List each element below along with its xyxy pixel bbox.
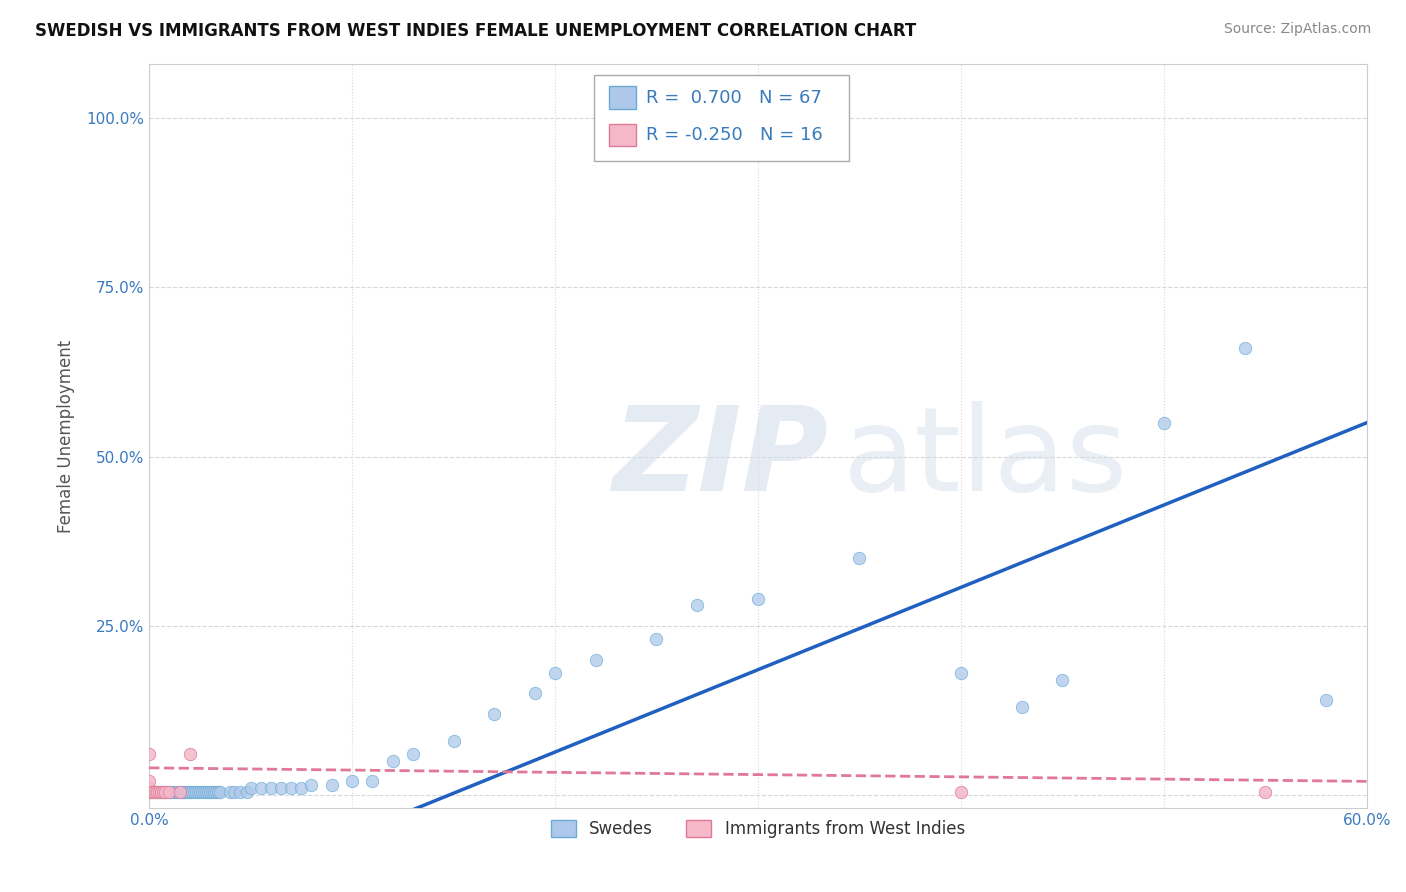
Text: Source: ZipAtlas.com: Source: ZipAtlas.com <box>1223 22 1371 37</box>
Point <box>239 781 262 796</box>
Point <box>290 781 312 796</box>
Point <box>155 784 177 798</box>
Point <box>138 747 160 762</box>
Point <box>224 784 246 798</box>
Point <box>198 784 221 798</box>
Point <box>169 784 191 798</box>
Point <box>165 784 187 798</box>
Point <box>183 784 205 798</box>
Legend: Swedes, Immigrants from West Indies: Swedes, Immigrants from West Indies <box>544 814 972 845</box>
Point <box>205 784 228 798</box>
Point <box>585 652 607 666</box>
Point <box>340 774 363 789</box>
Point <box>184 784 207 798</box>
Point <box>249 781 271 796</box>
Text: R =  0.700   N = 67: R = 0.700 N = 67 <box>645 88 823 106</box>
Text: R = -0.250   N = 16: R = -0.250 N = 16 <box>645 126 823 144</box>
Point <box>173 784 195 798</box>
Point <box>686 599 709 613</box>
Point <box>152 784 174 798</box>
Point <box>645 632 668 647</box>
Point <box>361 774 384 789</box>
Point <box>162 784 184 798</box>
Point <box>523 686 546 700</box>
Point <box>150 784 173 798</box>
Point <box>179 784 201 798</box>
Point <box>219 784 242 798</box>
Point <box>482 706 505 721</box>
Point <box>142 784 165 798</box>
Point <box>443 733 465 747</box>
Point <box>207 784 229 798</box>
Point <box>209 784 232 798</box>
Point <box>1011 700 1033 714</box>
Point <box>202 784 225 798</box>
Point <box>193 784 215 798</box>
Point <box>747 591 769 606</box>
Point <box>155 784 177 798</box>
Point <box>148 784 170 798</box>
Text: atlas: atlas <box>844 401 1129 516</box>
Point <box>156 784 179 798</box>
Point <box>159 784 181 798</box>
Point <box>949 666 972 681</box>
FancyBboxPatch shape <box>593 75 849 161</box>
Point <box>142 784 165 798</box>
Point <box>201 784 224 798</box>
Point <box>1254 784 1277 798</box>
Point <box>138 781 160 796</box>
Point <box>188 784 211 798</box>
Point <box>848 551 870 566</box>
Point <box>1153 416 1175 430</box>
Point <box>170 784 193 798</box>
Point <box>150 784 173 798</box>
Point <box>321 778 343 792</box>
Point <box>143 784 166 798</box>
Point <box>138 774 160 789</box>
Point <box>229 784 252 798</box>
Point <box>280 781 302 796</box>
Point <box>197 784 219 798</box>
Point <box>174 784 197 798</box>
Point <box>270 781 292 796</box>
FancyBboxPatch shape <box>609 124 636 146</box>
Point <box>180 784 202 798</box>
Point <box>159 784 181 798</box>
Point <box>143 784 166 798</box>
Point <box>146 784 169 798</box>
FancyBboxPatch shape <box>609 87 636 109</box>
Point <box>949 784 972 798</box>
Point <box>141 784 163 798</box>
Point <box>179 747 201 762</box>
Point <box>1233 341 1256 355</box>
Point <box>194 784 217 798</box>
Y-axis label: Female Unemployment: Female Unemployment <box>58 340 75 533</box>
Text: ZIP: ZIP <box>612 401 828 516</box>
Point <box>187 784 209 798</box>
Point <box>1315 693 1337 707</box>
Text: SWEDISH VS IMMIGRANTS FROM WEST INDIES FEMALE UNEMPLOYMENT CORRELATION CHART: SWEDISH VS IMMIGRANTS FROM WEST INDIES F… <box>35 22 917 40</box>
Point <box>260 781 283 796</box>
Point <box>169 784 191 798</box>
Point <box>402 747 425 762</box>
Point <box>160 784 183 798</box>
Point <box>141 784 163 798</box>
Point <box>191 784 214 798</box>
Point <box>152 784 174 798</box>
Point <box>146 784 169 798</box>
Point <box>1052 673 1074 687</box>
Point <box>138 784 160 798</box>
Point <box>166 784 188 798</box>
Point <box>544 666 567 681</box>
Point <box>148 784 170 798</box>
Point <box>235 784 257 798</box>
Point <box>381 754 404 768</box>
Point <box>301 778 323 792</box>
Point <box>177 784 200 798</box>
